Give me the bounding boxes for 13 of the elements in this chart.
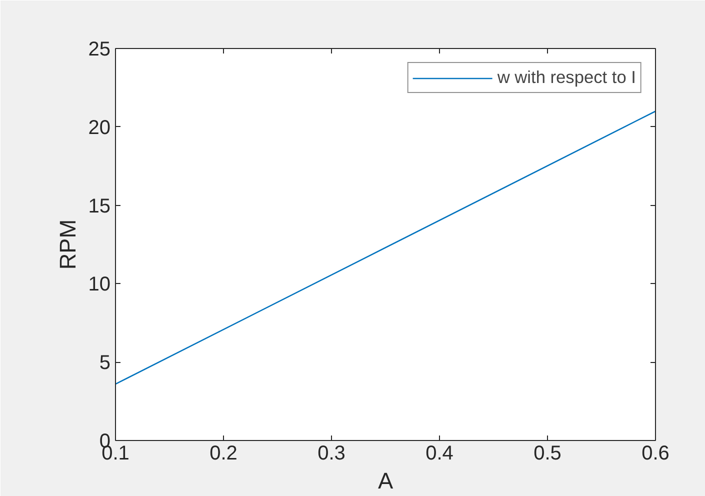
x-tick-label: 0.5: [534, 442, 562, 464]
x-tick-label: 0.4: [426, 442, 454, 464]
x-tick-label: 0.2: [210, 442, 238, 464]
legend-label: w with respect to I: [497, 67, 636, 88]
x-tick-label: 0.6: [642, 442, 670, 464]
y-tick-label: 10: [88, 274, 111, 296]
y-axis-title: RPM: [54, 219, 80, 270]
y-tick-label: 5: [99, 352, 110, 374]
y-tick-label: 25: [88, 38, 111, 60]
y-tick-label: 20: [88, 116, 111, 139]
y-tick-label: 15: [88, 195, 111, 218]
x-tick-label: 0.3: [318, 442, 346, 464]
x-axis-title: A: [378, 468, 394, 494]
